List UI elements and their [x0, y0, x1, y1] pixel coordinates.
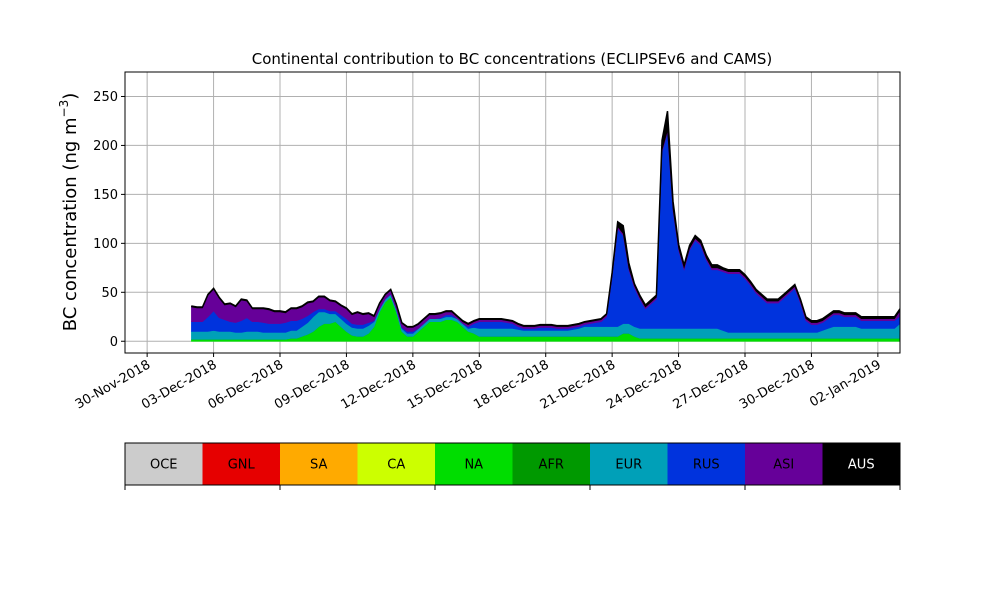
legend-swatch-ca [357, 443, 436, 485]
legend-label-asi: ASI [773, 458, 794, 473]
legend-swatch-asi [745, 443, 823, 485]
legend-swatch-na [435, 443, 513, 485]
plot-frame [124, 71, 901, 354]
legend-swatch-afr [512, 443, 591, 485]
y-axis: 0 50 100 150 200 250 [93, 90, 125, 350]
y-tick-label-5: 250 [93, 90, 118, 105]
y-tick-label-4: 200 [93, 139, 118, 154]
y-axis-label: BC concentration (ng m−3) [57, 93, 81, 332]
legend-label-na: NA [464, 458, 483, 473]
legend: OCE GNL SA CA NA AFR EUR RUS ASI AUS [124, 442, 901, 490]
legend-label-sa: SA [310, 458, 327, 473]
legend-label-afr: AFR [539, 458, 564, 473]
legend-label-eur: EUR [615, 458, 642, 473]
total-line-group [191, 111, 900, 328]
legend-label-aus: AUS [848, 458, 875, 473]
legend-swatch-rus [667, 443, 746, 485]
legend-swatch-oce [125, 443, 203, 485]
legend-label-gnl: GNL [228, 458, 256, 473]
legend-label-rus: RUS [693, 458, 720, 473]
legend-swatch-eur [590, 443, 668, 485]
y-tick-label-2: 100 [93, 237, 118, 252]
total-line [191, 111, 900, 328]
stacked-areas [191, 111, 900, 342]
legend-swatch-sa [280, 443, 358, 485]
y-axis-label-close: ) [60, 93, 81, 100]
legend-swatch-gnl [202, 443, 281, 485]
legend-label-ca: CA [387, 458, 405, 473]
y-tick-label-3: 150 [93, 188, 118, 203]
y-tick-label-1: 50 [101, 286, 118, 301]
legend-frame [124, 442, 901, 486]
y-axis-label-superscript: −3 [57, 100, 71, 118]
y-tick-label-0: 0 [110, 335, 118, 350]
chart-title: Continental contribution to BC concentra… [252, 50, 773, 68]
legend-label-oce: OCE [150, 458, 178, 473]
legend-swatch-aus [822, 443, 901, 485]
